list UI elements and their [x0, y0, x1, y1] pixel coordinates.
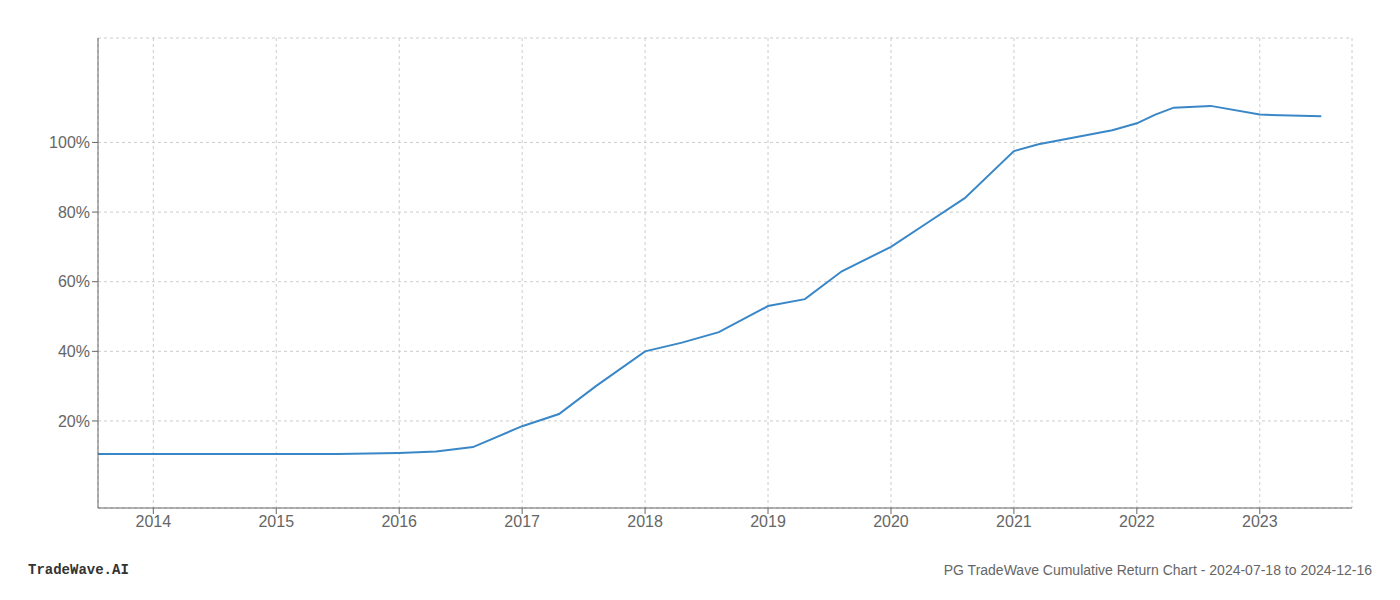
svg-text:60%: 60% — [58, 273, 90, 290]
svg-text:2017: 2017 — [504, 513, 540, 530]
svg-text:100%: 100% — [49, 134, 90, 151]
svg-text:2014: 2014 — [136, 513, 172, 530]
svg-text:20%: 20% — [58, 413, 90, 430]
svg-text:80%: 80% — [58, 204, 90, 221]
svg-text:2021: 2021 — [996, 513, 1032, 530]
svg-text:40%: 40% — [58, 343, 90, 360]
html-text:TradeWave.AI: TradeWave.AI — [28, 562, 129, 578]
svg-text:2019: 2019 — [750, 513, 786, 530]
svg-text:2015: 2015 — [258, 513, 294, 530]
svg-text:2022: 2022 — [1119, 513, 1155, 530]
html-text:PG TradeWave Cumulative Return: PG TradeWave Cumulative Return Chart - 2… — [943, 562, 1372, 578]
svg-text:2018: 2018 — [627, 513, 663, 530]
svg-text:2016: 2016 — [381, 513, 417, 530]
svg-text:2023: 2023 — [1242, 513, 1278, 530]
svg-text:2020: 2020 — [873, 513, 909, 530]
